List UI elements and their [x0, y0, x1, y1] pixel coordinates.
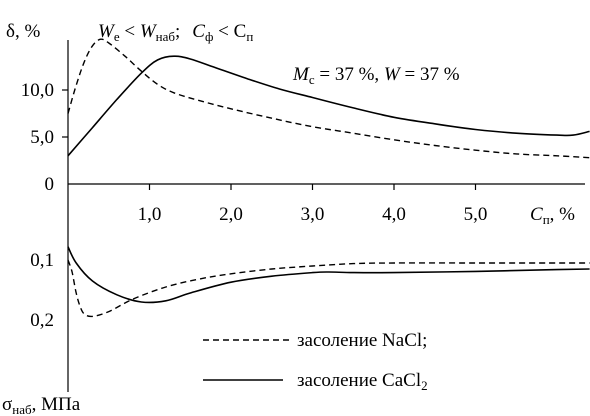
- x-label-main: C: [530, 204, 543, 225]
- condition-w2: W: [140, 21, 158, 42]
- lower-y-ticks: 0,1 0,2: [30, 250, 54, 331]
- x-tick-label: 3,0: [301, 204, 325, 225]
- x-axis-label: Cп, %: [530, 204, 575, 227]
- x-tick-label: 5,0: [464, 204, 488, 225]
- condition-c2-sub: п: [246, 29, 253, 44]
- annotation-m-val: = 37 %,: [315, 64, 384, 85]
- condition-w2-sub: наб: [156, 29, 176, 44]
- series-layer: [67, 38, 590, 318]
- upper-y-ticks: 0 5,0 10,0: [21, 80, 68, 195]
- upper-y-tick-label: 5,0: [30, 127, 54, 148]
- condition-lt2: <: [213, 21, 233, 42]
- condition-c: C: [192, 21, 205, 42]
- annotation-m-sub: с: [309, 72, 315, 87]
- condition-text: Wе < Wнаб; Cф < Cп: [98, 21, 253, 44]
- legend-label-cacl2-main: засоление CaCl: [297, 370, 421, 391]
- legend: засоление NaCl; засоление CaCl2: [203, 330, 428, 393]
- annotation-text: Mс = 37 %, W = 37 %: [292, 64, 460, 87]
- annotation-w: W: [384, 64, 402, 85]
- upper-series-nacl: [67, 38, 590, 159]
- x-tick-label: 2,0: [219, 204, 243, 225]
- lower-y-label-unit: , МПа: [32, 394, 81, 415]
- condition-lt: <: [120, 21, 140, 42]
- lower-y-tick-label: 0,1: [30, 250, 54, 271]
- upper-y-tick-label: 10,0: [21, 80, 54, 101]
- condition-w: W: [98, 21, 116, 42]
- legend-label-cacl2-sub: 2: [421, 378, 428, 393]
- condition-sep: ;: [175, 21, 180, 42]
- condition-w-sub: е: [114, 29, 120, 44]
- x-ticks: 1,0 2,0 3,0 4,0 5,0: [138, 184, 488, 225]
- annotation-w-val: = 37 %: [400, 64, 460, 85]
- upper-y-label: δ, %: [6, 21, 40, 42]
- upper-series-cacl2: [67, 55, 590, 157]
- condition-c-sub: ф: [205, 29, 213, 44]
- lower-series-cacl2: [67, 246, 590, 304]
- lower-y-label-sub: наб: [12, 402, 32, 416]
- x-tick-label: 4,0: [382, 204, 406, 225]
- lower-y-tick-label: 0,2: [30, 310, 54, 331]
- legend-label-nacl: засоление NaCl;: [297, 330, 427, 351]
- x-tick-label: 1,0: [138, 204, 162, 225]
- x-label-sub: п: [543, 212, 550, 227]
- lower-series-nacl: [67, 259, 590, 318]
- condition-c2: C: [234, 21, 247, 42]
- lower-y-label-main: σ: [2, 394, 12, 415]
- lower-y-label: σнаб, МПа: [2, 394, 81, 416]
- annotation-m: M: [292, 64, 310, 85]
- upper-y-tick-label: 0: [45, 174, 55, 195]
- x-label-unit: , %: [550, 204, 576, 225]
- legend-label-cacl2: засоление CaCl2: [297, 370, 428, 393]
